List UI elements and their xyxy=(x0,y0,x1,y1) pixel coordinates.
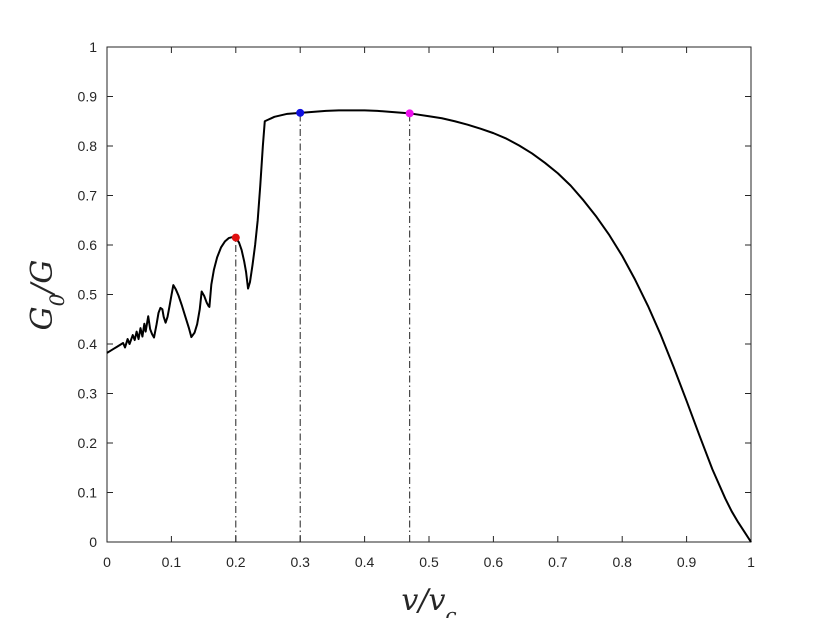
y-tick-label: 0.9 xyxy=(78,89,98,105)
x-tick-label: 1 xyxy=(747,554,755,570)
x-tick-label: 0.7 xyxy=(548,554,568,570)
red-marker xyxy=(231,233,240,242)
y-tick-label: 0.8 xyxy=(78,138,98,154)
y-tick-label: 0.7 xyxy=(78,188,98,204)
magenta-marker xyxy=(405,109,414,118)
y-tick-label: 0.5 xyxy=(78,287,98,303)
y-tick-label: 0.3 xyxy=(78,386,98,402)
y-tick-label: 0.6 xyxy=(78,237,98,253)
x-tick-label: 0.4 xyxy=(355,554,375,570)
x-tick-label: 0.2 xyxy=(226,554,246,570)
series-line xyxy=(106,109,752,543)
x-tick-label: 0.9 xyxy=(677,554,697,570)
x-tick-label: 0.8 xyxy=(612,554,632,570)
y-tick-label: 0.2 xyxy=(78,435,98,451)
y-axis-label: G0/G xyxy=(25,260,69,331)
x-tick-label: 0.6 xyxy=(484,554,504,570)
y-tick-label: 0 xyxy=(89,534,97,550)
y-tick-label: 0.1 xyxy=(78,485,98,501)
blue-marker xyxy=(296,108,305,117)
x-tick-label: 0 xyxy=(103,554,111,570)
y-tick-label: 0.4 xyxy=(78,336,98,352)
y-tick-label: 1 xyxy=(89,39,97,55)
x-tick-label: 0.1 xyxy=(162,554,182,570)
x-tick-label: 0.5 xyxy=(419,554,439,570)
x-tick-label: 0.3 xyxy=(290,554,310,570)
x-axis-label: v/vc xyxy=(401,583,456,618)
